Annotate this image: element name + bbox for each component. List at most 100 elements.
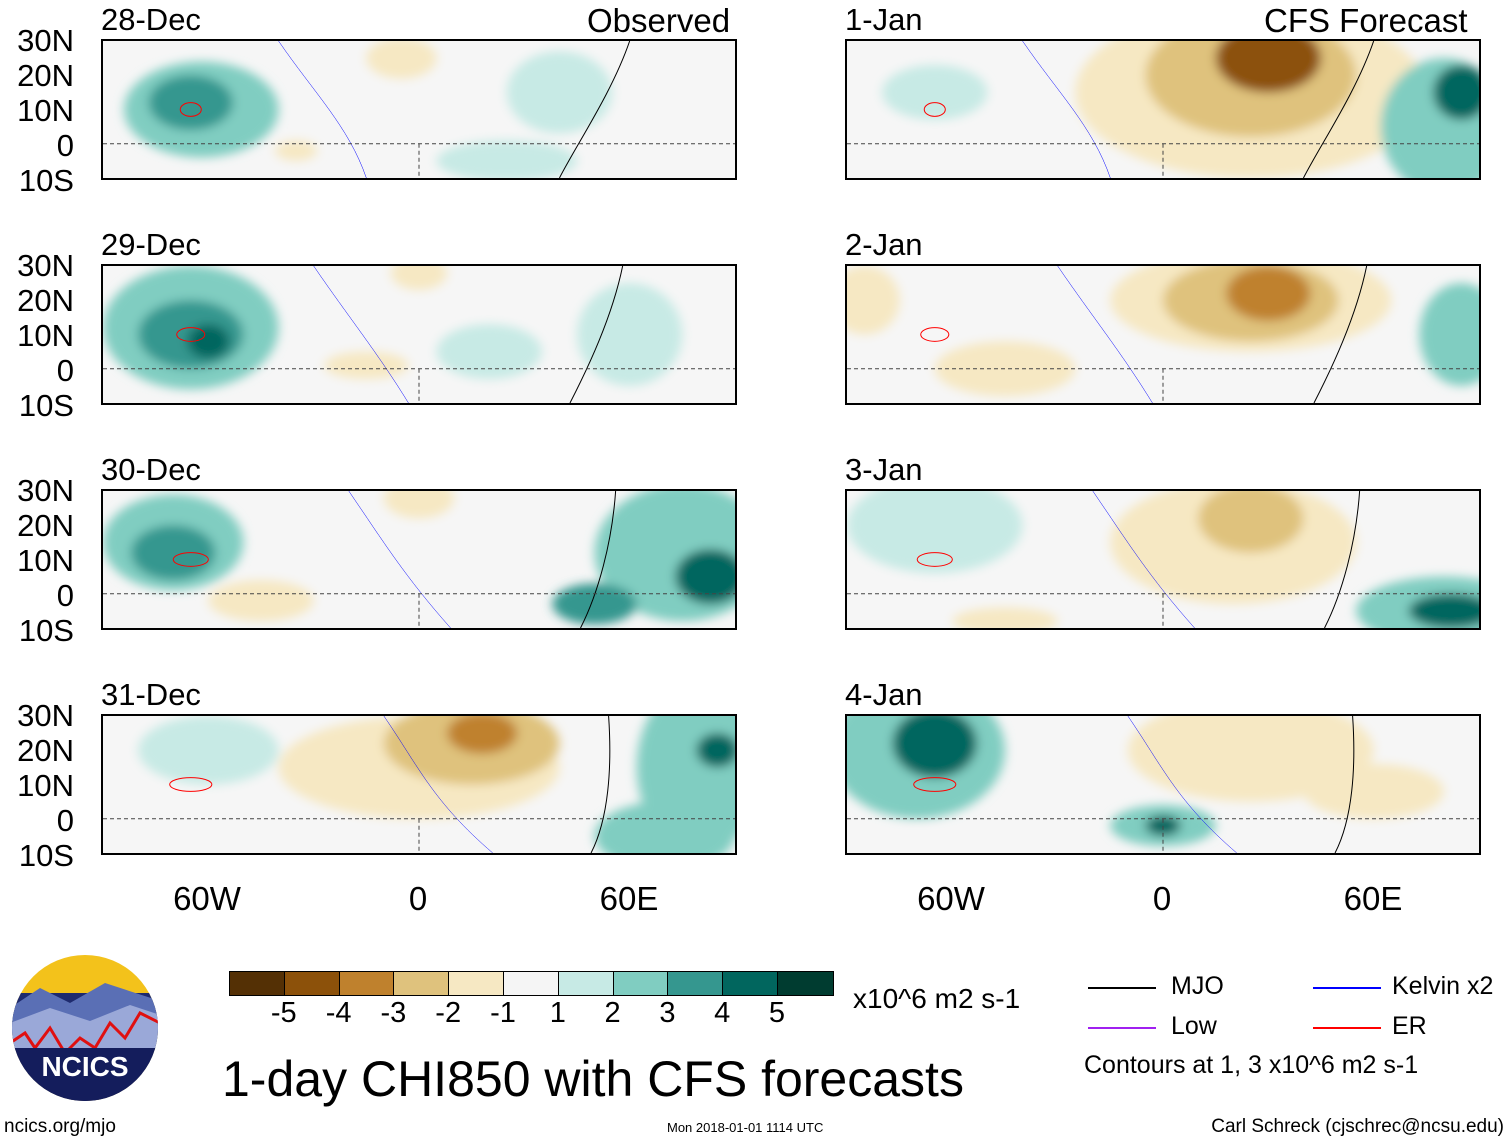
colorbar-tick-label: 5 xyxy=(768,997,786,1029)
colorbar-tick-label: -4 xyxy=(325,997,352,1029)
lat-label: 0 xyxy=(56,353,74,388)
colorbar-tick-label: 4 xyxy=(714,997,731,1029)
panel-date: 4-Jan xyxy=(845,677,923,712)
lon-label: 60W xyxy=(917,880,985,917)
colorbar-swatch xyxy=(394,972,450,995)
kelvin-contour xyxy=(1128,716,1237,853)
panel-date: 28-Dec xyxy=(101,2,201,37)
observed-heading: Observed xyxy=(587,2,731,39)
er-contour xyxy=(180,103,201,117)
anomaly-shading xyxy=(847,266,900,335)
lat-label: 10N xyxy=(17,93,74,128)
lat-label: 0 xyxy=(56,578,74,613)
colorbar-tick-label: 3 xyxy=(659,997,676,1029)
mjo-contour xyxy=(1325,491,1360,628)
anomaly-shading xyxy=(882,64,988,120)
logo-text: NCICS xyxy=(41,1051,128,1082)
lat-label: 0 xyxy=(56,803,74,838)
mjo-contour xyxy=(559,41,629,178)
colorbar-tick-label: -1 xyxy=(490,997,516,1029)
panel-date: 29-Dec xyxy=(101,227,201,262)
lat-label: 20N xyxy=(17,733,74,768)
mjo-contour xyxy=(1314,266,1367,403)
ncics-logo: NCICS xyxy=(10,953,160,1103)
footer-url[interactable]: ncics.org/mjo xyxy=(4,1116,116,1137)
anomaly-shading xyxy=(366,41,437,79)
anomaly-shading xyxy=(436,140,577,178)
anomaly-shading xyxy=(131,525,216,581)
colorbar-swatch xyxy=(230,972,285,995)
panel-date: 30-Dec xyxy=(101,452,201,487)
anomaly-shading xyxy=(1303,763,1444,819)
anomaly-shading xyxy=(390,266,448,290)
anomaly-shading xyxy=(1433,64,1479,120)
colorbar-swatch xyxy=(339,972,395,995)
lat-label: 30N xyxy=(17,473,74,508)
mjo-contour xyxy=(581,491,616,628)
anomaly-shading xyxy=(138,716,279,785)
contour-note: Contours at 1, 3 x10^6 m2 s-1 xyxy=(1084,1051,1419,1079)
anomaly-shading xyxy=(324,351,409,380)
lat-label: 10N xyxy=(17,318,74,353)
mjo-contour xyxy=(570,266,623,403)
er-line-swatch xyxy=(1313,1027,1381,1029)
map-panel-2-jan xyxy=(845,264,1481,405)
anomaly-shading xyxy=(447,716,518,754)
legend-kelvin: Kelvin x2 xyxy=(1392,972,1494,1000)
panel-date: 2-Jan xyxy=(845,227,923,262)
colorbar-tick-label: -5 xyxy=(270,997,297,1029)
anomaly-shading xyxy=(952,607,1058,628)
lat-label: 10N xyxy=(17,543,74,578)
er-contour xyxy=(921,328,949,342)
anomaly-shading xyxy=(506,51,613,134)
colorbar-tick-label: 2 xyxy=(604,997,621,1029)
forecast-heading: CFS Forecast xyxy=(1264,2,1468,39)
anomaly-shading xyxy=(577,283,683,386)
anomaly-shading xyxy=(1226,266,1311,321)
anomaly-shading xyxy=(1419,283,1479,386)
anomaly-shading xyxy=(1215,41,1321,93)
footer-timestamp: Mon 2018-01-01 1114 UTC xyxy=(667,1120,824,1135)
colorbar-swatch xyxy=(613,972,669,995)
lat-label: 20N xyxy=(17,508,74,543)
lat-label: 20N xyxy=(17,58,74,93)
lat-label: 10S xyxy=(18,163,74,198)
lat-label: 10S xyxy=(18,838,74,873)
colorbar-swatch xyxy=(558,972,614,995)
kelvin-contour xyxy=(1093,491,1195,628)
colorbar xyxy=(229,971,834,996)
lat-label: 20N xyxy=(17,283,74,318)
map-panel-4-jan xyxy=(845,714,1481,855)
anomaly-shading xyxy=(847,491,1023,574)
colorbar-tick-label: 1 xyxy=(549,997,566,1029)
anomaly-shading xyxy=(892,716,977,778)
panel-date: 3-Jan xyxy=(845,452,923,487)
colorbar-swatch xyxy=(668,972,724,995)
kelvin-contour xyxy=(279,41,367,178)
mjo-contour xyxy=(1303,41,1373,178)
map-panel-31-dec xyxy=(101,714,737,855)
map-panel-29-dec xyxy=(101,264,737,405)
colorbar-units: x10^6 m2 s-1 xyxy=(853,983,1021,1014)
map-panel-30-dec xyxy=(101,489,737,630)
anomaly-shading xyxy=(552,583,637,625)
anomaly-shading xyxy=(383,491,455,519)
colorbar-tick-label: -2 xyxy=(435,997,462,1029)
map-panel-28-dec xyxy=(101,39,737,180)
colorbar-swatch xyxy=(284,972,340,995)
lon-label: 0 xyxy=(408,880,428,917)
panel-date: 31-Dec xyxy=(101,677,201,712)
lon-label: 60E xyxy=(1343,880,1403,917)
kelvin-contour xyxy=(1023,41,1111,178)
panel-date: 1-Jan xyxy=(845,2,923,37)
lat-label: 30N xyxy=(17,248,74,283)
lat-label: 0 xyxy=(56,128,74,163)
kelvin-contour xyxy=(349,491,451,628)
legend-er: ER xyxy=(1392,1012,1427,1040)
colorbar-swatch xyxy=(777,972,833,995)
anomaly-shading xyxy=(208,580,314,622)
anomaly-shading xyxy=(275,140,318,161)
colorbar-swatch xyxy=(503,972,559,995)
er-contour xyxy=(914,778,956,792)
anomaly-shading xyxy=(696,733,735,768)
